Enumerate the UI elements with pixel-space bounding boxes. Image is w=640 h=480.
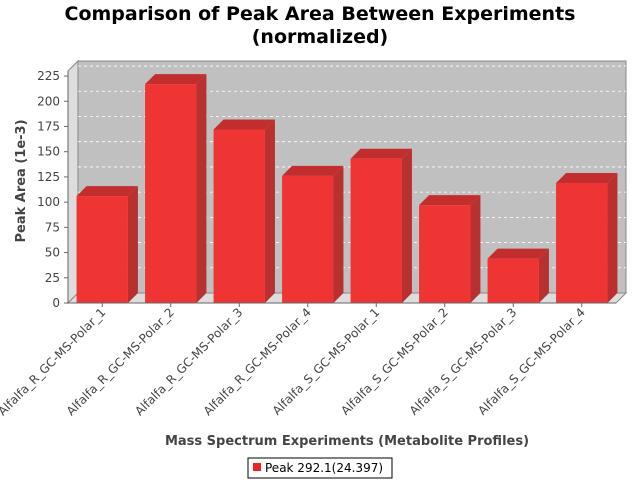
bar-front <box>213 129 265 303</box>
bar-front <box>145 84 197 304</box>
y-tick-label: 100 <box>37 195 60 209</box>
y-tick-label: 25 <box>45 271 60 285</box>
y-tick-label: 75 <box>45 220 60 234</box>
y-axis-title: Peak Area (1e-3) <box>14 119 29 242</box>
chart-title-line2: (normalized) <box>252 26 389 48</box>
y-tick-label: 200 <box>37 94 60 108</box>
bar-side <box>607 172 618 303</box>
bar-side <box>401 148 412 303</box>
x-axis-title: Mass Spectrum Experiments (Metabolite Pr… <box>165 434 529 449</box>
y-tick-label: 175 <box>37 119 60 133</box>
y-tick-label: 0 <box>52 296 60 310</box>
bar-side <box>538 248 549 303</box>
x-tick-label: Alfalfa_R_GC-MS-Polar_1 <box>0 305 108 418</box>
bar-front <box>556 182 608 303</box>
chart-title-line1: Comparison of Peak Area Between Experime… <box>65 3 576 25</box>
y-tick-label: 50 <box>45 246 60 260</box>
bar-front <box>282 175 334 303</box>
plot-side-wall <box>67 59 79 305</box>
bar-front <box>419 205 471 303</box>
bar-side <box>333 165 344 303</box>
y-tick-label: 125 <box>37 170 60 184</box>
plot-area <box>66 59 628 305</box>
bar-front <box>487 258 539 303</box>
bar-top <box>145 74 207 85</box>
x-axis: Alfalfa_R_GC-MS-Polar_1Alfalfa_R_GC-MS-P… <box>0 302 616 418</box>
bar-side <box>196 74 207 304</box>
bar-top <box>350 148 412 159</box>
bar-front <box>76 196 128 303</box>
legend-box <box>247 457 393 479</box>
bar-top <box>282 165 344 176</box>
bar-top <box>76 186 138 197</box>
bar-side <box>264 119 275 303</box>
bar <box>282 165 344 303</box>
bar <box>145 74 207 304</box>
bar-side <box>127 186 138 303</box>
bar <box>213 119 275 303</box>
bar <box>487 248 549 303</box>
bar <box>419 195 481 303</box>
bar-top <box>213 119 275 130</box>
y-tick-label: 225 <box>37 69 60 83</box>
bar-side <box>470 195 481 303</box>
y-tick-label: 150 <box>37 145 60 159</box>
bar-top <box>419 195 481 206</box>
legend-swatch <box>253 463 261 471</box>
bar-top <box>556 172 618 183</box>
bar-top <box>487 248 549 259</box>
bar-front <box>350 158 402 303</box>
legend-label: Peak 292.1(24.397) <box>265 461 383 475</box>
bar <box>76 186 138 303</box>
legend: Peak 292.1(24.397) <box>247 457 393 479</box>
bar <box>350 148 412 303</box>
bar <box>556 172 618 303</box>
y-axis: 0 25 50 75 100 125 150 175 200 225 <box>37 69 69 310</box>
